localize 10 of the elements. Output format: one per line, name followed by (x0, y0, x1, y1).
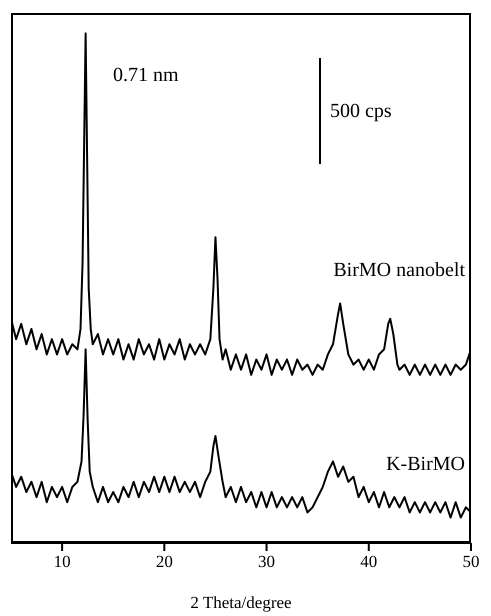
annotation: 500 cps (330, 100, 392, 123)
x-tick-label: 20 (156, 552, 173, 572)
x-tick-label: 30 (258, 552, 276, 572)
annotation: 0.71 nm (113, 64, 179, 87)
series-label: K-BirMO (386, 452, 465, 476)
x-tick-label: 10 (54, 552, 71, 572)
x-tick-label: 50 (462, 552, 480, 572)
series-label: BirMO nanobelt (333, 258, 465, 282)
x-tick-label: 40 (360, 552, 378, 572)
x-axis-title: 2 Theta/degree (190, 593, 292, 612)
